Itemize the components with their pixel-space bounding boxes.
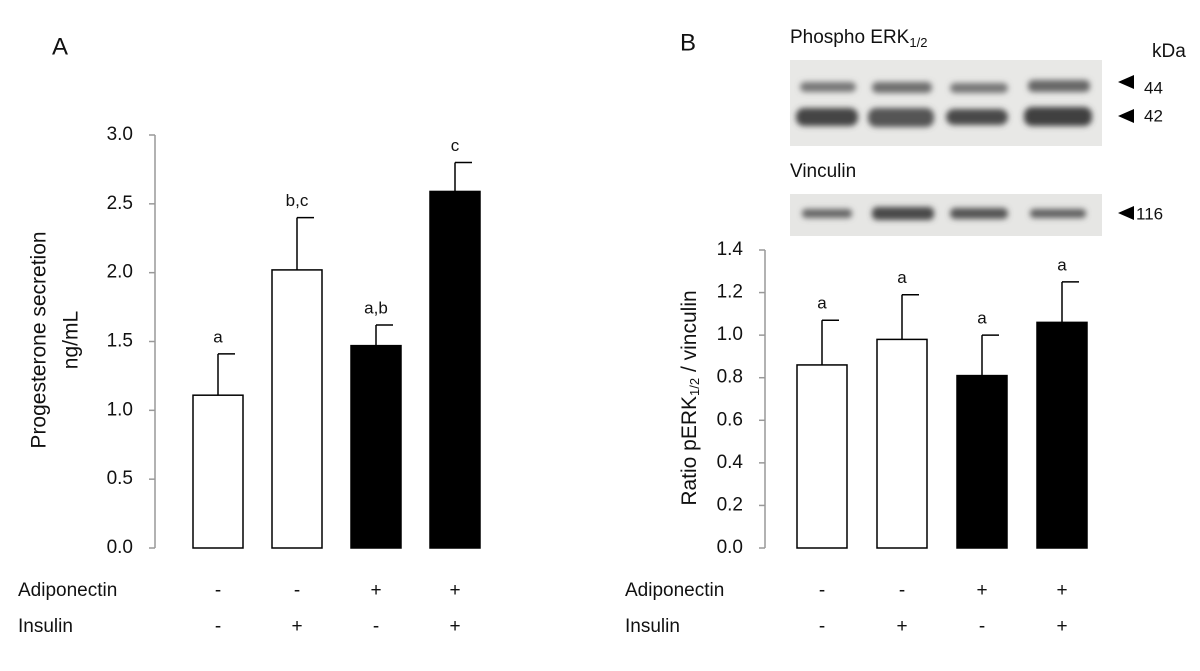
y-label-text: Ratio pERK bbox=[678, 396, 701, 506]
blot-phospho bbox=[790, 60, 1102, 146]
panel-label: B bbox=[680, 29, 696, 56]
unit-label: kDa bbox=[1152, 41, 1186, 62]
marker-label: 116 bbox=[1136, 204, 1163, 223]
condition-value: + bbox=[896, 616, 907, 637]
condition-value: + bbox=[291, 616, 302, 637]
y-tick-label: 1.5 bbox=[107, 331, 133, 352]
bar bbox=[429, 190, 481, 549]
condition-value: - bbox=[819, 616, 825, 637]
condition-value: + bbox=[1056, 616, 1067, 637]
y-label-suffix: / vinculin bbox=[678, 290, 701, 378]
bar bbox=[876, 338, 928, 549]
blot-title: Phospho ERK1/2 bbox=[790, 27, 927, 50]
y-axis-label: Ratio pERK1/2 / vinculin bbox=[678, 290, 703, 505]
condition-name: Insulin bbox=[625, 616, 680, 637]
condition-name: Adiponectin bbox=[18, 580, 117, 601]
marker-label: 42 bbox=[1144, 106, 1163, 125]
marker-arrows bbox=[1118, 75, 1134, 220]
blot-name: Phospho ERK bbox=[790, 27, 910, 48]
data-label: a bbox=[1057, 255, 1067, 274]
y-axis-label: ng/mL bbox=[60, 311, 83, 369]
condition-value: + bbox=[976, 580, 987, 601]
blot-subscript: 1/2 bbox=[909, 35, 927, 50]
blot-title: Vinculin bbox=[790, 161, 856, 182]
bar bbox=[271, 269, 323, 549]
condition-value: - bbox=[215, 616, 221, 637]
data-label: a bbox=[897, 268, 907, 287]
y-tick-label: 0.2 bbox=[717, 494, 743, 515]
y-tick-label: 0.8 bbox=[717, 367, 743, 388]
data-label: a,b bbox=[364, 298, 388, 317]
condition-value: + bbox=[449, 580, 460, 601]
condition-value: + bbox=[1056, 580, 1067, 601]
data-label: a bbox=[817, 294, 827, 313]
condition-value: - bbox=[373, 616, 379, 637]
bar bbox=[350, 344, 402, 549]
condition-value: + bbox=[370, 580, 381, 601]
y-tick-label: 0.5 bbox=[107, 468, 133, 489]
condition-value: + bbox=[449, 616, 460, 637]
y-tick-label: 2.5 bbox=[107, 193, 133, 214]
y-tick-label: 1.0 bbox=[107, 399, 133, 420]
bar bbox=[1036, 321, 1088, 549]
condition-value: - bbox=[899, 580, 905, 601]
condition-name: Insulin bbox=[18, 616, 73, 637]
y-label-subscript: 1/2 bbox=[687, 378, 702, 396]
y-tick-label: 1.4 bbox=[717, 239, 744, 260]
y-tick-label: 2.0 bbox=[107, 262, 133, 283]
blot-vinculin bbox=[790, 194, 1102, 236]
y-tick-label: 1.2 bbox=[717, 282, 743, 303]
data-label: a bbox=[213, 327, 223, 346]
bar bbox=[956, 374, 1008, 549]
bar bbox=[796, 364, 848, 549]
condition-value: - bbox=[819, 580, 825, 601]
y-tick-label: 0.6 bbox=[717, 409, 743, 430]
bar bbox=[192, 394, 244, 549]
condition-value: - bbox=[215, 580, 221, 601]
y-tick-label: 3.0 bbox=[107, 124, 133, 145]
condition-name: Adiponectin bbox=[625, 580, 724, 601]
data-label: b,c bbox=[286, 191, 309, 210]
y-tick-label: 1.0 bbox=[717, 324, 743, 345]
data-label: a bbox=[977, 309, 987, 328]
y-axis-label: Progesterone secretion bbox=[28, 231, 51, 448]
data-label: c bbox=[451, 136, 460, 155]
y-tick-label: 0.0 bbox=[107, 537, 133, 558]
condition-value: - bbox=[294, 580, 300, 601]
y-tick-label: 0.0 bbox=[717, 537, 743, 558]
condition-value: - bbox=[979, 616, 985, 637]
y-tick-label: 0.4 bbox=[717, 452, 744, 473]
panel-label: A bbox=[52, 33, 68, 60]
marker-label: 44 bbox=[1144, 78, 1163, 97]
